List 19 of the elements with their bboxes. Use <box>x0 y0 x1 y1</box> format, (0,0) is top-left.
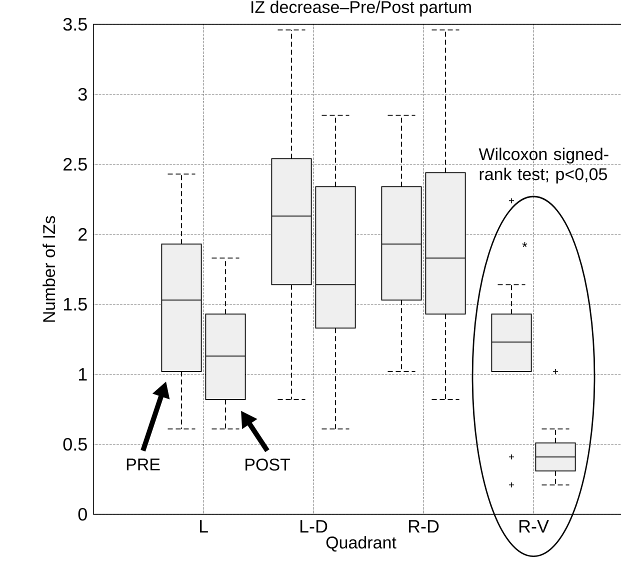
y-tick-label: 2.5 <box>64 158 87 171</box>
y-tick-label: 3 <box>78 88 87 101</box>
y-tick-label: 0.5 <box>63 438 87 451</box>
y-tick-label: 2 <box>78 228 87 241</box>
y-tick-label: 1 <box>79 368 87 380</box>
y-tick-label: 0 <box>78 508 87 521</box>
annotation: PRE <box>126 458 160 470</box>
x-tick-label: L-D <box>300 520 328 533</box>
x-tick-label: R-V <box>519 520 549 533</box>
annotation: POST <box>246 458 290 471</box>
y-tick-label: 1.5 <box>64 298 87 311</box>
chart-title: IZ decrease–Pre/Post partum <box>252 0 471 16</box>
annotation: * <box>522 242 528 248</box>
x-tick-label: R-D <box>408 520 439 533</box>
annotation: Wilcoxon signed-rank test; p<0,05 <box>478 148 608 184</box>
y-tick-label: 3.5 <box>63 18 87 31</box>
x-axis-title: Quadrant <box>326 536 396 552</box>
y-axis-title: Number of IZs <box>42 216 56 322</box>
x-tick-label: L <box>200 520 208 533</box>
